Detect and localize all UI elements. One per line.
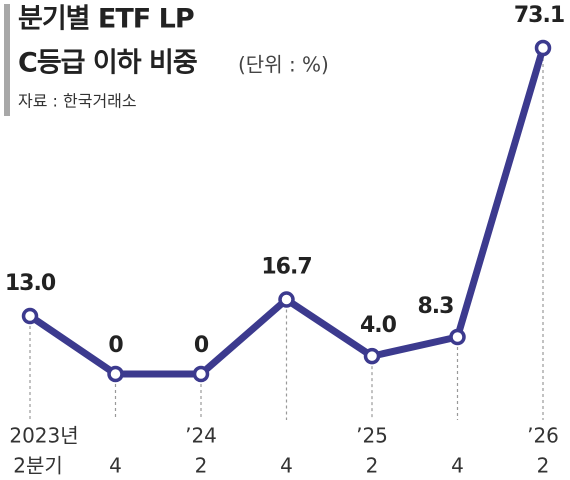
x-tick-label: 4 xyxy=(109,454,122,478)
x-year-label: 2023년 xyxy=(9,424,78,448)
value-label: 16.7 xyxy=(261,255,311,280)
value-label: 8.3 xyxy=(418,294,454,319)
value-label: 0 xyxy=(108,333,123,358)
x-tick-label: 2 xyxy=(195,454,208,478)
unit-label: (단위 : %) xyxy=(238,53,329,77)
chart-title: 분기별 ETF LP xyxy=(18,4,194,35)
chart-title-line2: C등급 이하 비중 xyxy=(18,48,197,79)
data-point xyxy=(192,365,210,383)
x-year-label: ’24 xyxy=(185,424,217,448)
data-point xyxy=(21,307,39,325)
x-tick-label: 2 xyxy=(366,454,379,478)
x-tick-label: 2분기 xyxy=(13,454,63,478)
source: 자료 : 한국거래소 xyxy=(18,92,137,111)
value-label: 4.0 xyxy=(360,313,397,338)
x-tick-label: 2 xyxy=(537,454,550,478)
data-point xyxy=(534,39,552,57)
x-year-label: ’25 xyxy=(356,424,388,448)
data-point xyxy=(363,347,381,365)
value-label: 13.0 xyxy=(5,271,56,296)
x-tick-label: 4 xyxy=(280,454,293,478)
value-label: 0 xyxy=(194,333,209,358)
title-bar xyxy=(4,4,10,116)
value-label: 73.1 xyxy=(514,3,564,28)
data-point xyxy=(278,291,295,308)
x-tick-label: 4 xyxy=(451,454,464,478)
x-year-label: ’26 xyxy=(527,424,559,448)
data-point xyxy=(107,365,124,383)
data-point xyxy=(449,328,466,346)
